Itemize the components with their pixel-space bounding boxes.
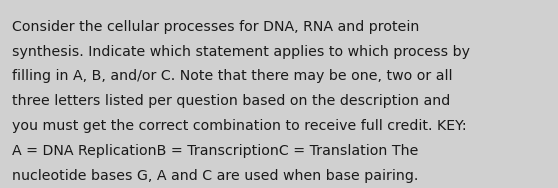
Text: A = DNA ReplicationB = TranscriptionC = Translation The: A = DNA ReplicationB = TranscriptionC = … [12, 144, 418, 158]
Text: Consider the cellular processes for DNA, RNA and protein: Consider the cellular processes for DNA,… [12, 20, 420, 34]
Text: nucleotide bases G, A and C are used when base pairing.: nucleotide bases G, A and C are used whe… [12, 169, 418, 183]
Text: synthesis. Indicate which statement applies to which process by: synthesis. Indicate which statement appl… [12, 45, 470, 58]
Text: filling in A, B, and/or C. Note that there may be one, two or all: filling in A, B, and/or C. Note that the… [12, 69, 453, 83]
Text: you must get the correct combination to receive full credit. KEY:: you must get the correct combination to … [12, 119, 467, 133]
Text: three letters listed per question based on the description and: three letters listed per question based … [12, 94, 450, 108]
